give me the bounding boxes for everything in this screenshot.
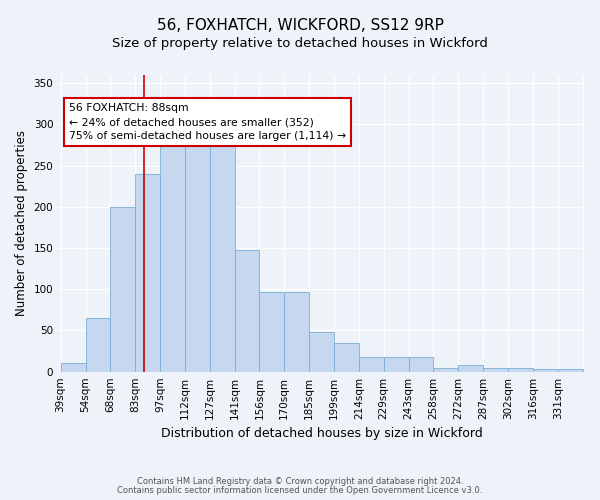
Text: 56, FOXHATCH, WICKFORD, SS12 9RP: 56, FOXHATCH, WICKFORD, SS12 9RP (157, 18, 443, 32)
X-axis label: Distribution of detached houses by size in Wickford: Distribution of detached houses by size … (161, 427, 482, 440)
Bar (160, 142, 185, 372)
Bar (86, 318, 110, 372)
Bar (185, 142, 210, 372)
Bar (359, 357, 384, 372)
Bar (483, 368, 508, 372)
Bar (334, 343, 359, 372)
Y-axis label: Number of detached properties: Number of detached properties (15, 130, 28, 316)
Bar (458, 365, 483, 372)
Bar (110, 207, 135, 372)
Text: Size of property relative to detached houses in Wickford: Size of property relative to detached ho… (112, 38, 488, 51)
Bar (135, 174, 160, 372)
Bar (433, 368, 458, 372)
Bar (259, 292, 284, 372)
Bar (384, 357, 409, 372)
Bar (409, 357, 433, 372)
Bar (284, 292, 309, 372)
Bar (235, 250, 259, 372)
Text: Contains public sector information licensed under the Open Government Licence v3: Contains public sector information licen… (118, 486, 482, 495)
Bar (557, 369, 583, 372)
Bar (210, 132, 235, 372)
Bar (61, 364, 86, 372)
Bar (533, 369, 557, 372)
Text: Contains HM Land Registry data © Crown copyright and database right 2024.: Contains HM Land Registry data © Crown c… (137, 477, 463, 486)
Bar (309, 332, 334, 372)
Text: 56 FOXHATCH: 88sqm
← 24% of detached houses are smaller (352)
75% of semi-detach: 56 FOXHATCH: 88sqm ← 24% of detached hou… (69, 103, 346, 141)
Bar (508, 368, 533, 372)
